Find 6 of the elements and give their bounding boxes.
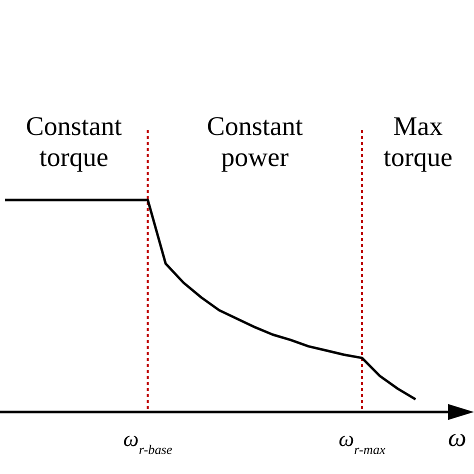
x-tick-label: ω$_{r-base}$ bbox=[123, 426, 172, 456]
text: Max torque bbox=[384, 111, 452, 172]
x-axis-title: ω bbox=[448, 423, 466, 452]
text: Constant torque bbox=[26, 111, 122, 172]
x-tick-label: ω$_{r-max}$ bbox=[338, 426, 386, 456]
text: Constant power bbox=[206, 111, 304, 172]
